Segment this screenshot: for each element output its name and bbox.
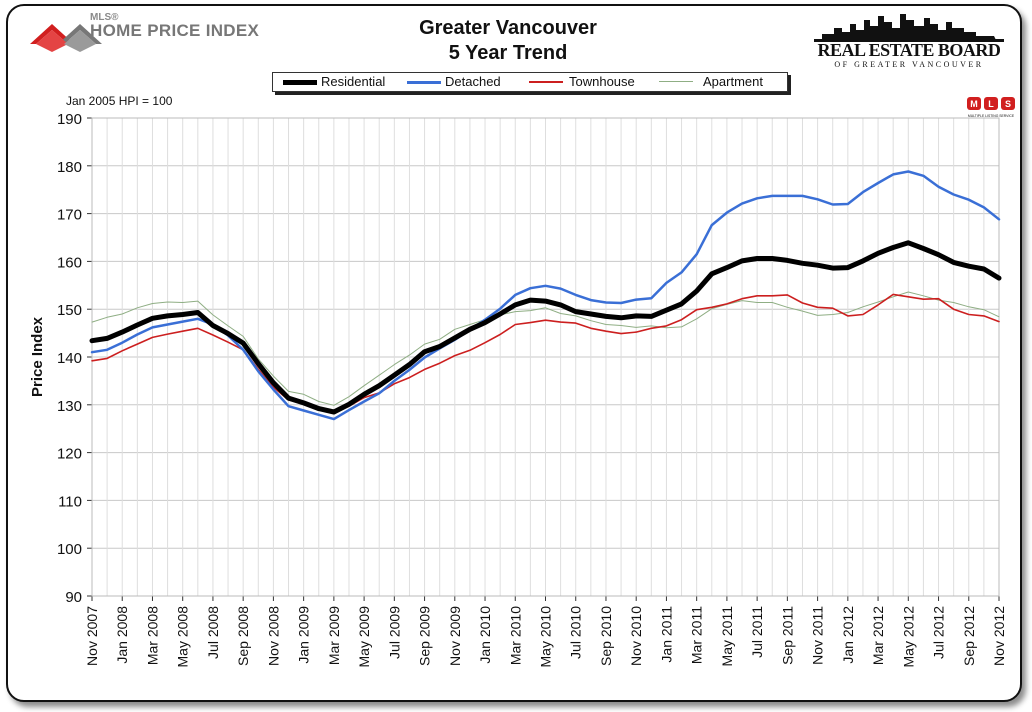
series-line-detached — [90, 170, 1001, 421]
x-tick-label: Sep 2008 — [235, 606, 251, 666]
series-line-residential — [89, 240, 1002, 415]
x-tick-label: May 2011 — [719, 606, 735, 667]
x-tick-label: Nov 2007 — [84, 606, 100, 666]
hpi-logo-mls: MLS® — [90, 12, 119, 23]
x-tick-label: Jul 2010 — [568, 606, 584, 659]
x-tick-label: Nov 2008 — [265, 606, 281, 666]
x-tick-label: Jul 2011 — [749, 606, 765, 658]
mls-badge-letter-m: M — [970, 99, 978, 109]
chart-legend: Residential Detached Townhouse Apartment — [272, 72, 788, 92]
y-tick-label: 190 — [57, 111, 82, 128]
x-tick-label: May 2012 — [900, 606, 916, 668]
board-logo: REAL ESTATE BOARD OF GREATER VANCOUVER — [814, 10, 1004, 72]
x-tick-label: May 2010 — [538, 606, 554, 668]
x-tick-label: Nov 2010 — [628, 606, 644, 666]
series-line-apartment — [91, 291, 1000, 406]
x-tick-label: Sep 2011 — [779, 606, 795, 665]
mls-badge-letter-s: S — [1005, 99, 1011, 109]
x-tick-label: Jan 2011 — [658, 606, 674, 663]
x-tick-label: Jan 2010 — [477, 606, 493, 664]
y-tick-label: 170 — [57, 207, 82, 224]
x-tick-label: Sep 2010 — [598, 606, 614, 666]
x-tick-label: Jul 2009 — [386, 606, 402, 659]
x-tick-label: Sep 2012 — [961, 606, 977, 666]
legend-label-residential: Residential — [321, 74, 386, 89]
x-tick-label: Nov 2009 — [447, 606, 463, 666]
chart-title: Greater Vancouver 5 Year Trend — [358, 16, 658, 66]
y-tick-label: 150 — [57, 302, 82, 319]
legend-label-apartment: Apartment — [703, 74, 763, 89]
x-tick-label: Mar 2009 — [326, 606, 342, 665]
mls-badge-icon: M L S MULTIPLE LISTING SERVICE — [967, 97, 1015, 118]
chart-title-line2: 5 Year Trend — [448, 42, 568, 64]
legend-label-townhouse: Townhouse — [569, 74, 635, 89]
plot-border — [91, 117, 1000, 597]
y-tick-label: 120 — [57, 446, 82, 463]
x-tick-label: May 2008 — [175, 606, 191, 668]
x-tick-label: Mar 2011 — [689, 606, 705, 664]
board-name: REAL ESTATE BOARD — [817, 40, 1001, 60]
chart-title-line1: Greater Vancouver — [419, 17, 597, 39]
x-tick-label: Mar 2008 — [144, 606, 160, 665]
y-tick-label: 90 — [65, 589, 82, 606]
x-tick-label: Jan 2012 — [840, 606, 856, 664]
y-tick-label: 110 — [58, 493, 82, 510]
y-tick-label: 180 — [57, 159, 82, 176]
legend-swatch-townhouse — [529, 81, 563, 83]
legend-swatch-apartment — [659, 81, 693, 82]
y-tick-label: 160 — [57, 254, 82, 271]
x-tick-label: Mar 2010 — [507, 606, 523, 665]
mls-badge-caption: MULTIPLE LISTING SERVICE — [968, 114, 1015, 118]
x-tick-label: Jan 2009 — [296, 606, 312, 664]
mls-badge-letter-l: L — [988, 99, 994, 109]
legend-swatch-detached — [407, 81, 441, 84]
hpi-logo-text: HOME PRICE INDEX — [90, 21, 260, 40]
y-tick-label: 100 — [57, 541, 82, 558]
hpi-house-logo-icon — [30, 24, 102, 52]
y-axis-label: Price Index — [29, 316, 46, 397]
legend-swatch-residential — [283, 80, 317, 85]
x-tick-label: May 2009 — [356, 606, 372, 668]
legend-label-detached: Detached — [445, 74, 501, 89]
skyline-icon — [814, 14, 1004, 42]
x-tick-label: Nov 2012 — [991, 606, 1007, 666]
x-tick-label: Nov 2011 — [810, 606, 826, 665]
board-subtitle: OF GREATER VANCOUVER — [834, 60, 984, 69]
x-tick-label: Jul 2008 — [205, 606, 221, 659]
x-tick-label: Jul 2012 — [931, 606, 947, 659]
x-tick-label: Mar 2012 — [870, 606, 886, 665]
y-tick-label: 130 — [57, 398, 82, 415]
base-index-note: Jan 2005 HPI = 100 — [66, 94, 173, 108]
x-tick-label: Jan 2008 — [114, 606, 130, 664]
x-tick-label: Sep 2009 — [417, 606, 433, 666]
y-tick-label: 140 — [57, 350, 82, 367]
